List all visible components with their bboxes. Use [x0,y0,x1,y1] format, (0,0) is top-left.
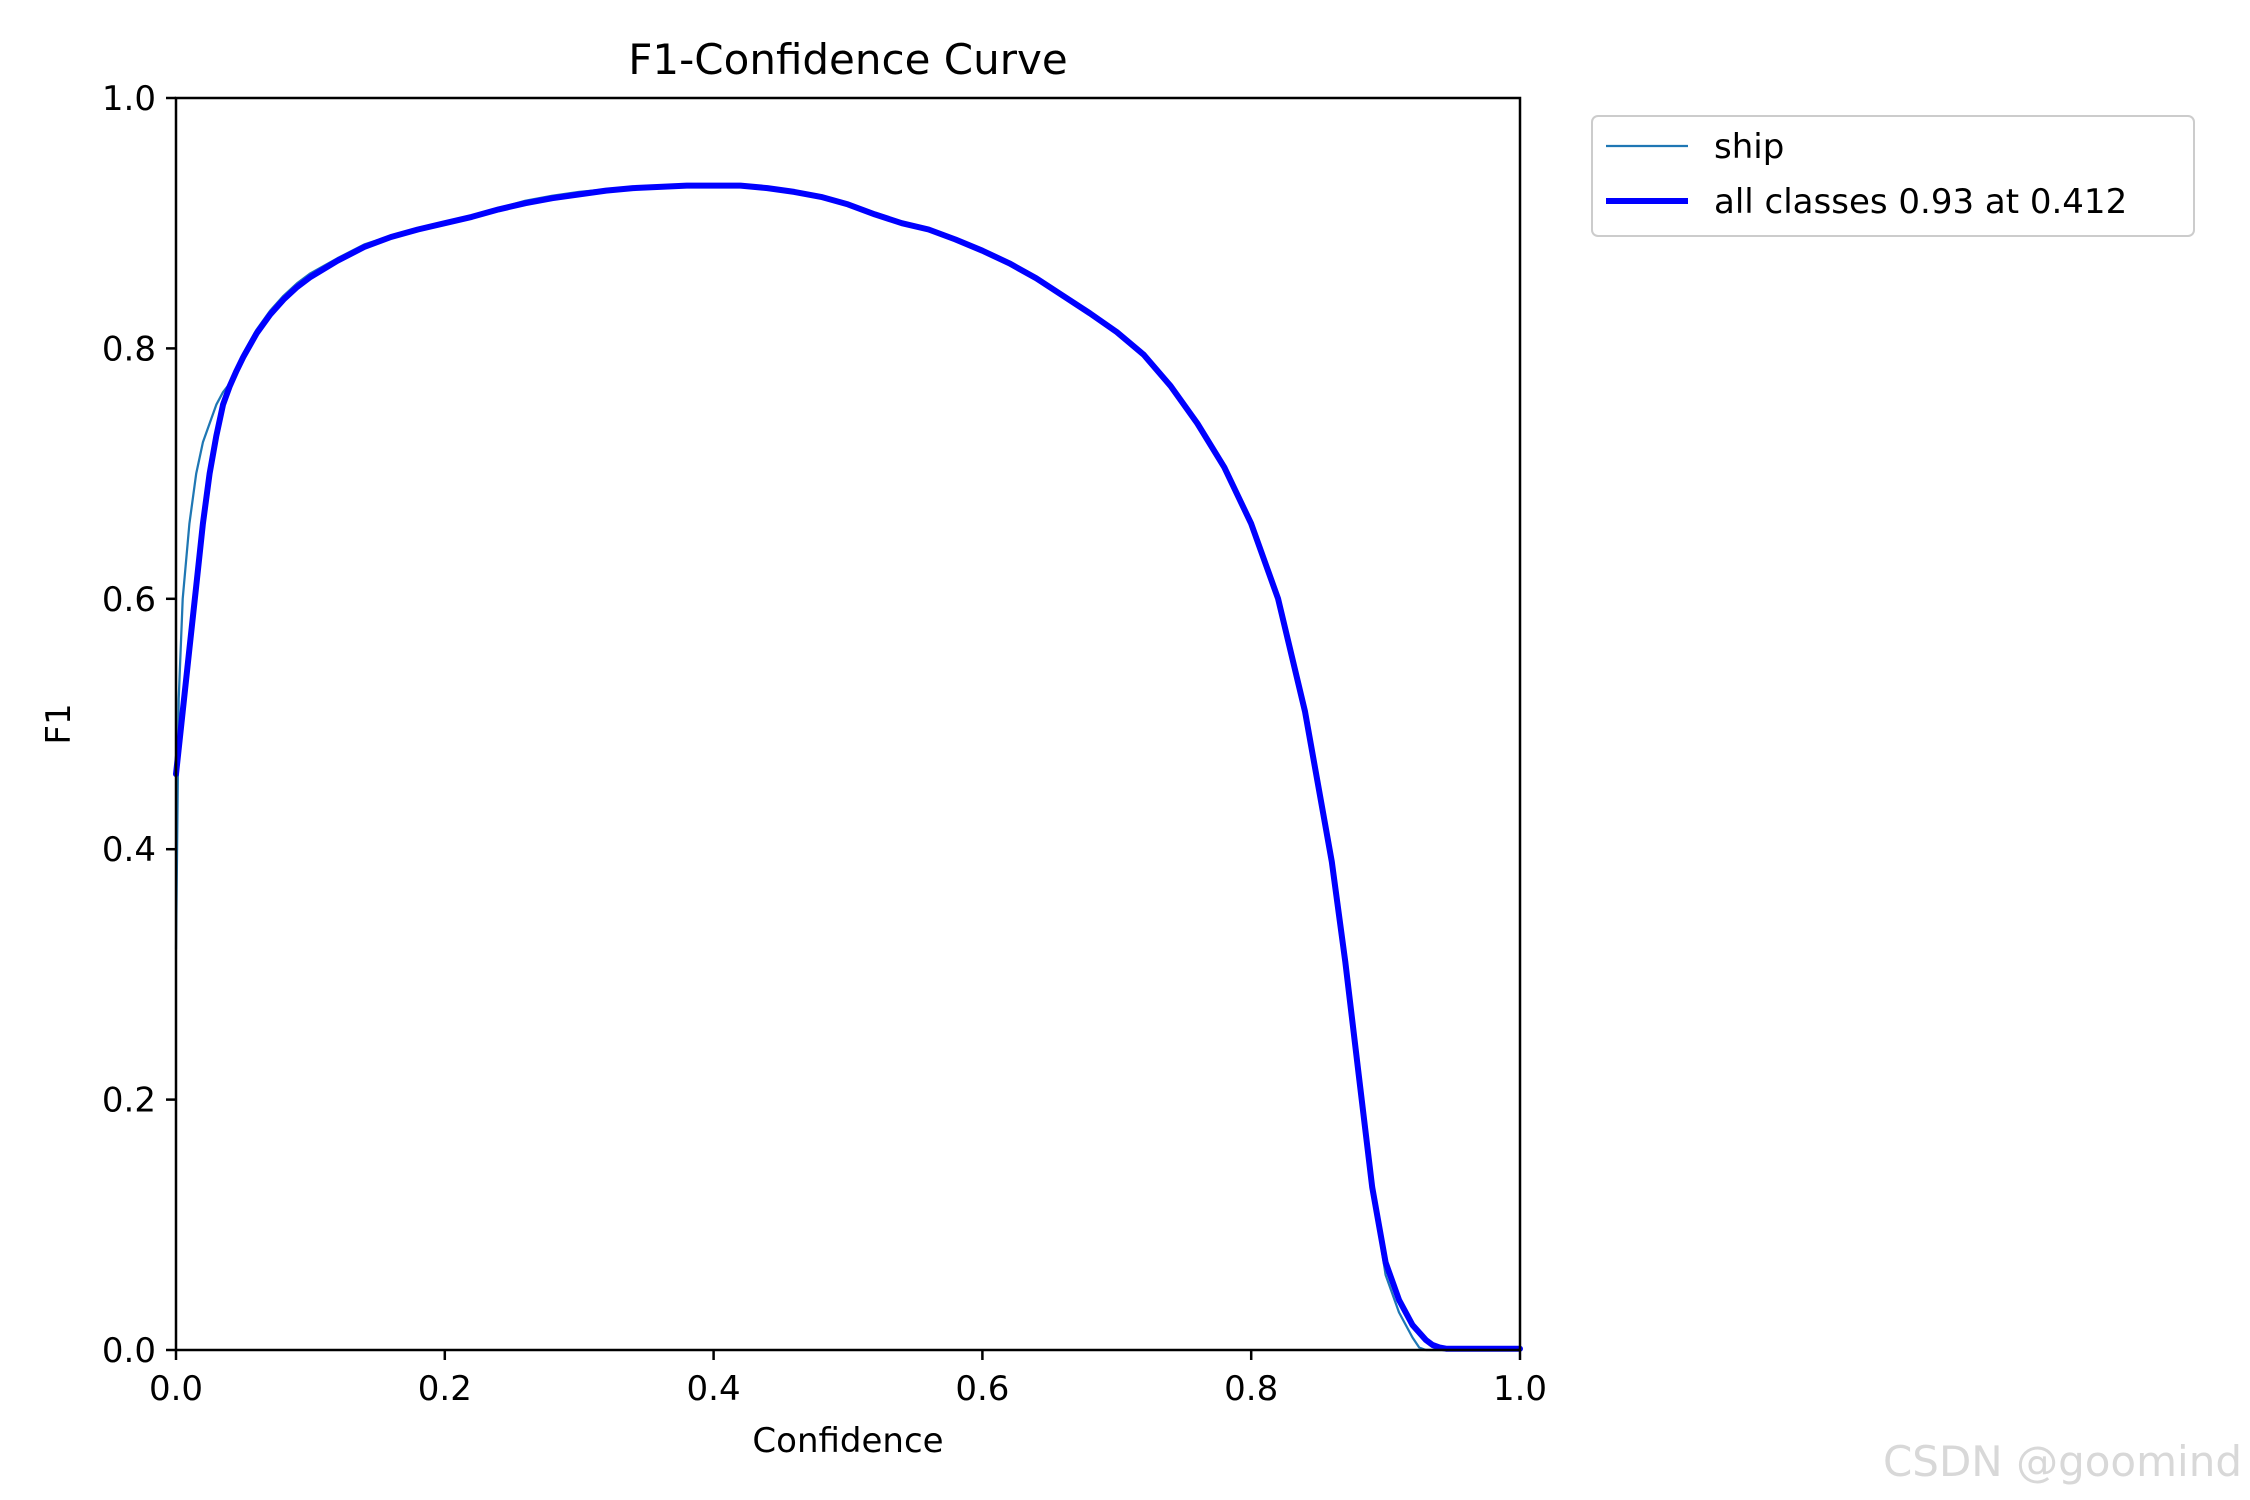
x-tick-label-0: 0.0 [149,1369,203,1409]
plot-frame [174,96,1522,1352]
series-line-all-classes [173,182,1523,1352]
x-tick-label-2: 0.4 [687,1369,741,1409]
y-tick-label-0: 0.0 [102,1331,156,1371]
x-tick-label-3: 0.6 [955,1369,1009,1409]
y-axis-ticks: 0.0 0.2 0.4 0.6 0.8 1.0 [102,79,176,1371]
watermark: CSDN @goomind [1882,1437,2242,1486]
y-tick-label-4: 0.8 [102,329,156,369]
legend-label-all-classes: all classes 0.93 at 0.412 [1714,182,2127,222]
legend-box [1591,115,2195,237]
x-axis-ticks: 0.0 0.2 0.4 0.6 0.8 1.0 [149,1350,1547,1409]
x-tick-label-5: 1.0 [1493,1369,1547,1409]
x-tick-label-4: 0.8 [1224,1369,1278,1409]
y-tick-label-1: 0.2 [102,1081,156,1121]
legend: ship all classes 0.93 at 0.412 [1591,115,2195,237]
x-tick-label-1: 0.2 [418,1369,472,1409]
y-tick-label-5: 1.0 [102,79,156,119]
x-axis-label: Confidence [752,1421,943,1461]
plot-area [173,182,1523,1352]
legend-label-ship: ship [1714,127,1784,167]
y-axis-label: F1 [39,703,79,744]
y-tick-label-2: 0.4 [102,830,156,870]
y-tick-label-3: 0.6 [102,580,156,620]
chart-title: F1-Confidence Curve [628,35,1067,84]
